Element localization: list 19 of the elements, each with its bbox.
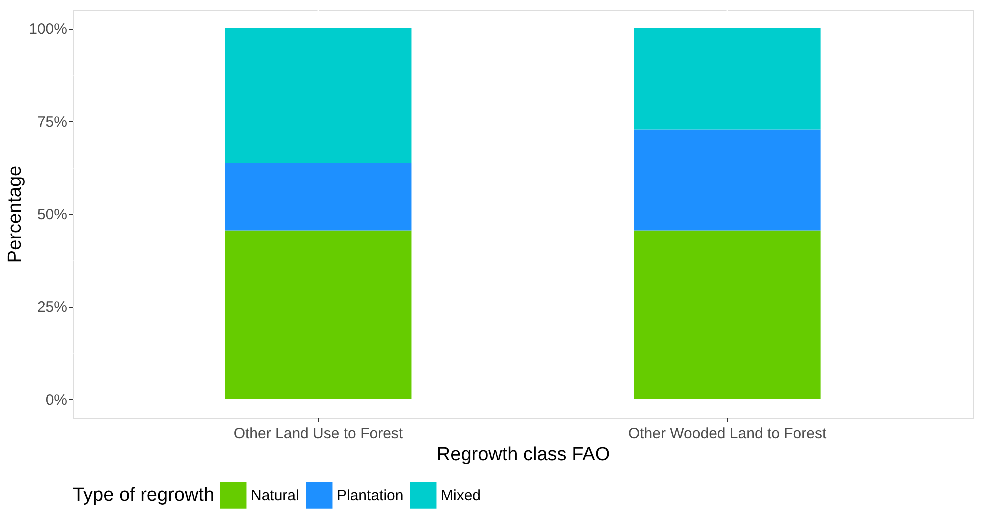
y-axis-title: Percentage xyxy=(5,166,26,264)
y-tick-label: 50% xyxy=(37,206,68,224)
y-tick-label: 25% xyxy=(37,299,68,316)
bar xyxy=(634,28,821,130)
legend-label: Mixed xyxy=(441,488,482,505)
legend-label: Natural xyxy=(251,488,300,505)
bar xyxy=(225,230,412,400)
x-tick-label: Other Land Use to Forest xyxy=(234,426,404,442)
bar xyxy=(634,230,821,400)
bar xyxy=(634,130,821,231)
y-tick-label: 75% xyxy=(37,114,68,131)
x-tick-label: Other Wooded Land to Forest xyxy=(628,426,828,442)
x-axis-title: Regrowth class FAO xyxy=(436,444,610,466)
y-tick-label: 100% xyxy=(29,21,68,38)
legend-label: Plantation xyxy=(337,488,404,505)
y-tick-label: 0% xyxy=(46,392,68,409)
bar xyxy=(225,28,412,164)
legend-title: Type of regrowth xyxy=(73,485,215,506)
bar xyxy=(225,164,412,231)
